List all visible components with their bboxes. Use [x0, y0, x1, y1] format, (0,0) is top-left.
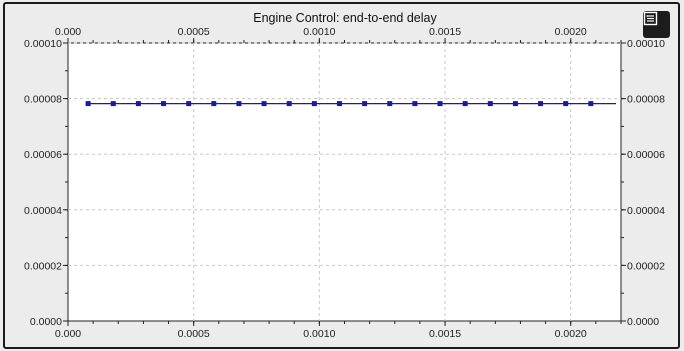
y-tick-label-left: 0.00010 — [24, 38, 62, 50]
y-tick-label-right: 0.00002 — [627, 260, 665, 272]
data-point — [211, 101, 217, 107]
chart-menu-button[interactable] — [643, 11, 670, 38]
y-tick-label-right: 0.00006 — [627, 149, 665, 161]
y-tick-label-left: 0.00006 — [24, 149, 62, 161]
data-point — [286, 101, 292, 107]
y-tick-label-left: 0.00004 — [24, 205, 62, 217]
data-point — [512, 101, 518, 107]
data-point — [538, 101, 544, 107]
y-tick-label-right: 0.00004 — [627, 205, 665, 217]
y-tick-label-right: 0.00008 — [627, 94, 665, 106]
data-point — [462, 101, 468, 107]
x-tick-label-top: 0.0015 — [429, 26, 461, 38]
x-tick-label-bottom: 0.0015 — [429, 328, 461, 340]
tick-labels: 0.000 0.000 0.0005 0.0005 0.0010 0.0010 0.0015… — [24, 26, 665, 340]
chart-title: Engine Control: end-to-end delay — [253, 11, 437, 25]
x-tick-label-bottom: 0.000 — [55, 328, 81, 340]
y-tick-label-right: 0.00010 — [627, 38, 665, 50]
list-menu-icon — [643, 11, 658, 26]
series-layer — [85, 101, 616, 107]
y-tick-label-left: 0.0000 — [30, 316, 62, 328]
data-point — [588, 101, 594, 107]
x-tick-label-bottom: 0.0010 — [303, 328, 335, 340]
y-tick-label-left: 0.00008 — [24, 94, 62, 106]
data-point — [85, 101, 91, 107]
axis-ticks — [63, 38, 626, 326]
y-tick-label-left: 0.00002 — [24, 260, 62, 272]
data-point — [311, 101, 317, 107]
data-point — [362, 101, 368, 107]
data-point — [261, 101, 267, 107]
x-tick-label-top: 0.000 — [55, 26, 81, 38]
data-point — [487, 101, 493, 107]
x-tick-label-top: 0.0005 — [178, 26, 210, 38]
plot-area — [67, 42, 622, 322]
data-point — [236, 101, 242, 107]
data-point — [412, 101, 418, 107]
data-point — [336, 101, 342, 107]
data-point — [563, 101, 569, 107]
x-tick-label-top: 0.0020 — [555, 26, 587, 38]
data-point — [437, 101, 443, 107]
data-point — [161, 101, 167, 107]
data-point — [135, 101, 141, 107]
data-point — [186, 101, 192, 107]
x-tick-label-bottom: 0.0005 — [178, 328, 210, 340]
x-tick-label-bottom: 0.0020 — [555, 328, 587, 340]
x-tick-label-top: 0.0010 — [303, 26, 335, 38]
y-tick-label-right: 0.0000 — [627, 316, 659, 328]
data-point — [387, 101, 393, 107]
data-point — [110, 101, 116, 107]
